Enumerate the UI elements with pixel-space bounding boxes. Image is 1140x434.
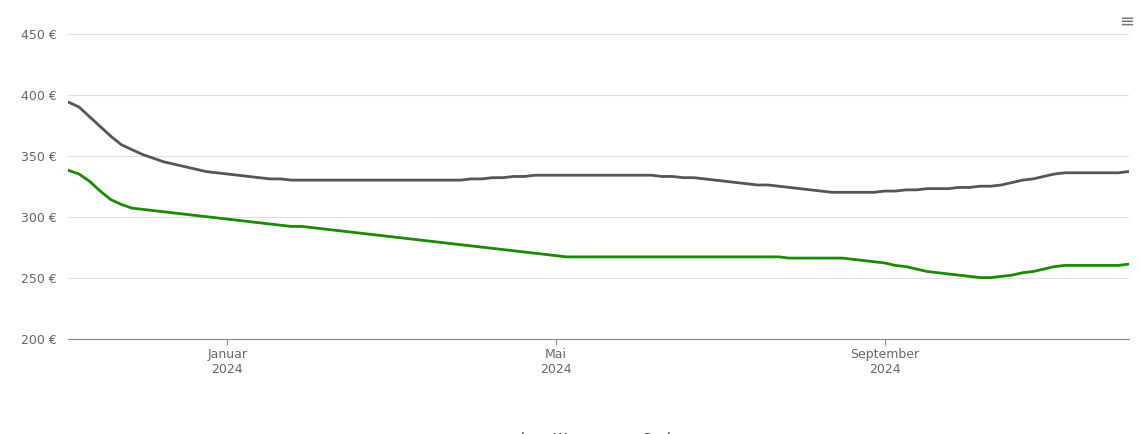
Text: ≡: ≡ [1119, 13, 1134, 31]
Legend: lose Ware, Sackware: lose Ware, Sackware [482, 427, 715, 434]
